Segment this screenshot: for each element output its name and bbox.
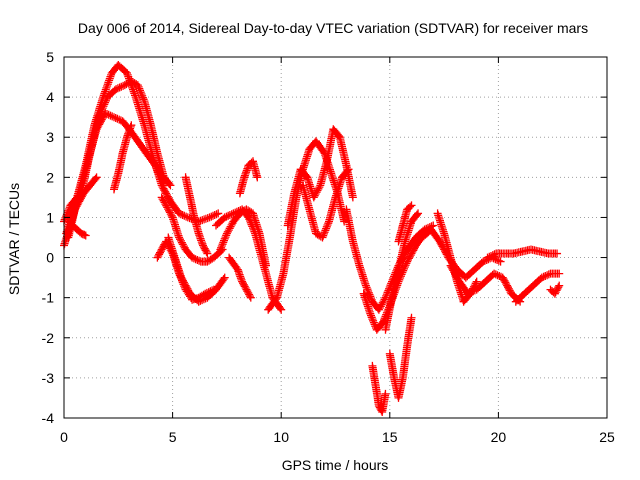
series-arc-21 [385, 313, 416, 402]
y-tick-label: 3 [46, 129, 54, 145]
data-point-markers [483, 245, 562, 262]
x-tick-label: 25 [599, 429, 615, 445]
x-tick-label: 10 [273, 429, 289, 445]
series-arc-14 [235, 157, 262, 198]
data-point-markers [394, 201, 416, 246]
data-point-markers [298, 165, 353, 242]
axis-tick-labels: 0 5 10 15 20 25 -4 -3 -2 -1 0 1 2 3 4 5 [42, 49, 615, 445]
data-point-markers [181, 173, 212, 258]
series-arc-28 [511, 269, 564, 306]
y-tick-label: -4 [42, 410, 55, 426]
y-tick-label: -2 [42, 330, 55, 346]
data-point-markers [64, 173, 101, 242]
series-arc-9 [164, 233, 229, 306]
data-point-markers [381, 209, 423, 334]
x-tick-label: 5 [169, 429, 177, 445]
data-point-markers [235, 157, 262, 198]
plot-frame [63, 56, 608, 419]
series-arc-26 [446, 261, 525, 306]
chart-title: Day 006 of 2014, Sidereal Day-to-day VTE… [78, 20, 588, 36]
series-arc-22 [381, 209, 423, 334]
x-tick-label: 0 [60, 429, 68, 445]
series-arc-12 [216, 205, 270, 270]
x-tick-label: 15 [382, 429, 398, 445]
series-arc-4 [64, 173, 101, 242]
series-arc-6 [110, 121, 136, 194]
data-point-markers [385, 313, 416, 402]
data-point-markers [110, 121, 136, 194]
data-point-markers [164, 233, 229, 306]
data-point-markers [511, 269, 564, 306]
data-point-markers [157, 193, 227, 266]
series-arc-20 [368, 361, 390, 416]
y-tick-label: 2 [46, 169, 54, 185]
y-tick-label: 4 [46, 89, 54, 105]
series-arc-23 [394, 201, 416, 246]
y-axis-label: SDTVAR / TECUs [6, 183, 22, 295]
y-tick-label: -1 [42, 290, 55, 306]
x-tick-label: 20 [491, 429, 507, 445]
y-tick-label: 1 [46, 209, 54, 225]
data-point-markers [446, 261, 525, 306]
data-point-markers [368, 361, 390, 416]
data-point-markers [216, 205, 270, 270]
x-axis-label: GPS time / hours [282, 457, 389, 473]
series-arc-10 [181, 173, 212, 258]
y-tick-label: 5 [46, 49, 54, 65]
series-arc-18 [342, 205, 438, 314]
y-tick-label: 0 [46, 250, 54, 266]
axis-ticks [63, 56, 608, 419]
data-point-markers [225, 253, 255, 302]
data-point-markers [546, 281, 564, 298]
series-arc-29 [546, 281, 564, 298]
grid [64, 57, 607, 418]
series-arc-27 [483, 245, 562, 262]
data-point-markers [264, 137, 349, 314]
data-points [60, 61, 564, 416]
data-point-markers [68, 221, 90, 240]
series-arc-15 [264, 137, 349, 314]
y-tick-label: -3 [42, 370, 55, 386]
series-arc-7 [157, 193, 227, 266]
series-arc-5 [68, 221, 90, 240]
data-point-markers [342, 205, 438, 314]
series-arc-13 [225, 253, 255, 302]
series-arc-17 [298, 165, 353, 242]
